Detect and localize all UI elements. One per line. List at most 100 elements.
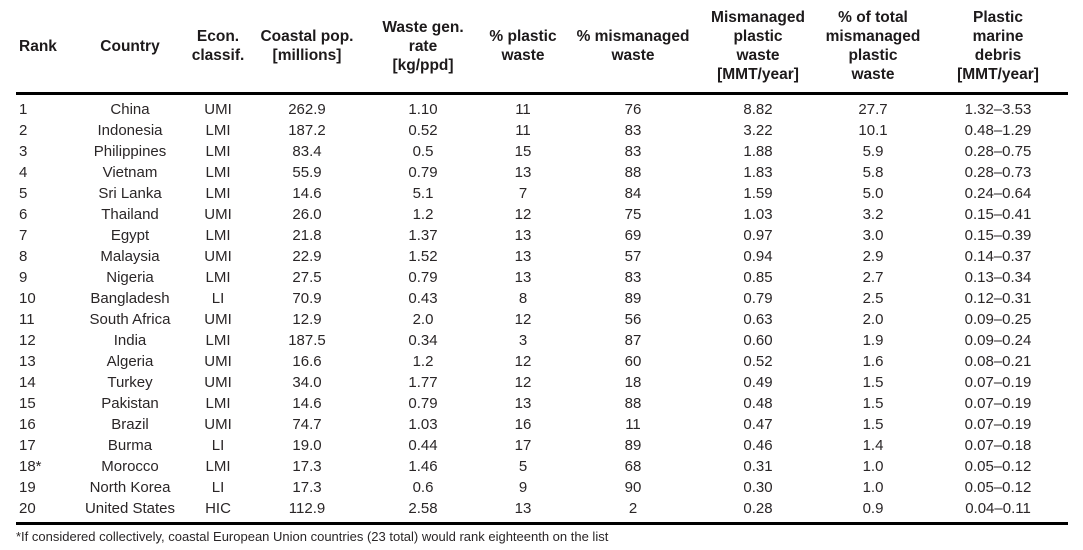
- cell-pct-mismanaged-waste: 76: [624, 101, 642, 118]
- cell-pct-total-mismanaged-plastic-waste: 3.2: [862, 206, 884, 223]
- cell-pct-plastic-waste: 12: [514, 374, 532, 391]
- cell-waste-gen-rate: 0.6: [412, 479, 434, 496]
- col-header-econ-classif: Econ. classif.: [190, 6, 246, 95]
- cell-pct-total-mismanaged-plastic-waste: 5.9: [862, 143, 884, 160]
- cell-econ-classif: UMI: [204, 374, 232, 391]
- cell-waste-gen-rate: 0.52: [408, 122, 438, 139]
- cell-coastal-pop: 22.9: [292, 248, 322, 265]
- cell-rank: 11: [19, 311, 35, 328]
- cell-econ-classif: LI: [211, 437, 225, 454]
- cell-coastal-pop: 17.3: [292, 458, 322, 475]
- cell-econ-classif: UMI: [204, 353, 232, 370]
- cell-pct-mismanaged-waste: 83: [624, 122, 642, 139]
- cell-rank: 13: [19, 353, 36, 370]
- cell-pct-plastic-waste: 5: [518, 458, 528, 475]
- cell-pct-total-mismanaged-plastic-waste: 1.4: [862, 437, 884, 454]
- cell-econ-classif: UMI: [204, 416, 232, 433]
- cell-coastal-pop: 70.9: [292, 290, 322, 307]
- cell-mismanaged-plastic-waste: 0.85: [743, 269, 773, 286]
- cell-waste-gen-rate: 0.43: [408, 290, 438, 307]
- cell-rank: 15: [19, 395, 36, 412]
- cell-pct-plastic-waste: 16: [514, 416, 532, 433]
- cell-rank: 17: [19, 437, 36, 454]
- cell-plastic-marine-debris: 0.07–0.19: [964, 416, 1032, 433]
- cell-econ-classif: LI: [211, 479, 225, 496]
- cell-waste-gen-rate: 1.2: [412, 206, 434, 223]
- cell-pct-plastic-waste: 7: [518, 185, 528, 202]
- cell-pct-mismanaged-waste: 89: [624, 437, 642, 454]
- cell-country: Egypt: [110, 227, 150, 244]
- table-header: Rank Country Econ. classif. Coastal pop.…: [16, 6, 1068, 95]
- cell-coastal-pop: 19.0: [292, 437, 322, 454]
- cell-pct-plastic-waste: 12: [514, 311, 532, 328]
- cell-pct-mismanaged-waste: 88: [624, 395, 642, 412]
- col-header-country: Country: [70, 6, 190, 95]
- cell-waste-gen-rate: 0.34: [408, 332, 438, 349]
- cell-pct-mismanaged-waste: 57: [624, 248, 642, 265]
- cell-pct-plastic-waste: 11: [515, 122, 531, 139]
- cell-rank: 3: [19, 143, 28, 160]
- cell-mismanaged-plastic-waste: 0.28: [743, 500, 773, 517]
- cell-pct-plastic-waste: 13: [514, 164, 532, 181]
- cell-country: South Africa: [89, 311, 171, 328]
- cell-country: United States: [84, 500, 176, 517]
- cell-pct-plastic-waste: 17: [514, 437, 532, 454]
- cell-rank: 18*: [19, 458, 42, 475]
- cell-coastal-pop: 14.6: [292, 185, 322, 202]
- cell-coastal-pop: 55.9: [292, 164, 322, 181]
- table-row: 19 North Korea LI 17.3 0.6 9 90 0.30 1.0 0.05–0.1…: [16, 477, 1068, 498]
- cell-country: India: [113, 332, 147, 349]
- col-header-coastal-pop: Coastal pop. [millions]: [246, 6, 368, 95]
- cell-coastal-pop: 14.6: [292, 395, 322, 412]
- cell-waste-gen-rate: 0.5: [412, 143, 434, 160]
- cell-coastal-pop: 187.5: [288, 332, 326, 349]
- table-row: 10 Bangladesh LI 70.9 0.43 8 89 0.79 2.5 0.12–0.3…: [16, 288, 1068, 309]
- cell-plastic-marine-debris: 0.05–0.12: [964, 479, 1032, 496]
- cell-rank: 5: [19, 185, 28, 202]
- cell-coastal-pop: 74.7: [292, 416, 322, 433]
- cell-plastic-marine-debris: 0.15–0.41: [964, 206, 1032, 223]
- cell-coastal-pop: 12.9: [292, 311, 322, 328]
- table-row: 1 China UMI 262.9 1.10 11 76 8.82 27.7 1.32–3.53: [16, 94, 1068, 121]
- cell-econ-classif: LMI: [205, 395, 231, 412]
- table-row: 8 Malaysia UMI 22.9 1.52 13 57 0.94 2.9 0.14–0.37: [16, 246, 1068, 267]
- cell-pct-total-mismanaged-plastic-waste: 2.5: [862, 290, 884, 307]
- cell-plastic-marine-debris: 0.15–0.39: [964, 227, 1032, 244]
- cell-pct-total-mismanaged-plastic-waste: 5.0: [862, 185, 884, 202]
- cell-pct-mismanaged-waste: 87: [624, 332, 642, 349]
- cell-mismanaged-plastic-waste: 1.83: [743, 164, 773, 181]
- cell-country: China: [110, 101, 150, 118]
- cell-rank: 10: [19, 290, 36, 307]
- cell-plastic-marine-debris: 0.13–0.34: [964, 269, 1032, 286]
- cell-rank: 8: [19, 248, 28, 265]
- cell-pct-total-mismanaged-plastic-waste: 10.1: [858, 122, 888, 139]
- cell-country: Sri Lanka: [98, 185, 162, 202]
- cell-plastic-marine-debris: 0.09–0.24: [964, 332, 1032, 349]
- col-header-mismanaged-plastic-waste: Mismanaged plastic waste [MMT/year]: [698, 6, 818, 95]
- cell-coastal-pop: 27.5: [292, 269, 322, 286]
- cell-mismanaged-plastic-waste: 0.48: [743, 395, 773, 412]
- cell-pct-mismanaged-waste: 18: [624, 374, 642, 391]
- cell-mismanaged-plastic-waste: 0.79: [743, 290, 773, 307]
- cell-waste-gen-rate: 1.10: [408, 101, 438, 118]
- cell-econ-classif: LI: [211, 290, 225, 307]
- cell-mismanaged-plastic-waste: 0.60: [743, 332, 773, 349]
- cell-mismanaged-plastic-waste: 0.63: [743, 311, 773, 328]
- cell-rank: 14: [19, 374, 36, 391]
- cell-pct-total-mismanaged-plastic-waste: 2.9: [862, 248, 884, 265]
- cell-mismanaged-plastic-waste: 0.49: [743, 374, 773, 391]
- cell-mismanaged-plastic-waste: 0.31: [743, 458, 773, 475]
- cell-country: Turkey: [107, 374, 153, 391]
- cell-econ-classif: UMI: [204, 311, 232, 328]
- table-row: 6 Thailand UMI 26.0 1.2 12 75 1.03 3.2 0.15–0.41: [16, 204, 1068, 225]
- col-header-plastic-marine-debris: Plastic marine debris [MMT/year]: [928, 6, 1068, 95]
- table-row: 14 Turkey UMI 34.0 1.77 12 18 0.49 1.5 0.07–0.19: [16, 372, 1068, 393]
- table-row: 17 Burma LI 19.0 0.44 17 89 0.46 1.4 0.07–0.18: [16, 435, 1068, 456]
- cell-pct-mismanaged-waste: 83: [624, 269, 642, 286]
- cell-plastic-marine-debris: 0.28–0.75: [964, 143, 1032, 160]
- plastic-waste-table: Rank Country Econ. classif. Coastal pop.…: [16, 6, 1068, 525]
- cell-plastic-marine-debris: 0.14–0.37: [964, 248, 1032, 265]
- table-row: 2 Indonesia LMI 187.2 0.52 11 83 3.22 10.1 0.48–1…: [16, 120, 1068, 141]
- cell-pct-mismanaged-waste: 75: [624, 206, 642, 223]
- cell-coastal-pop: 16.6: [292, 353, 322, 370]
